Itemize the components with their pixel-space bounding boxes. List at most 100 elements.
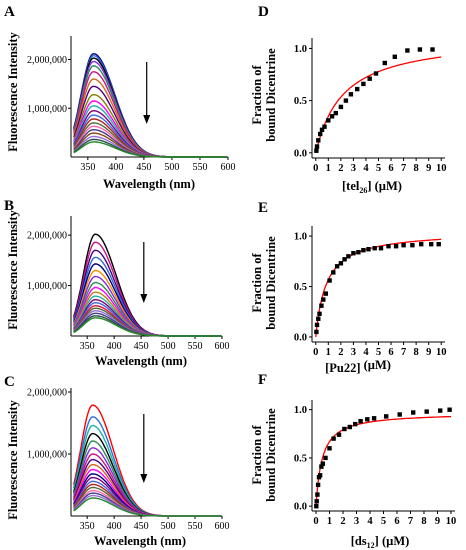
data-point — [317, 473, 323, 478]
x-tick-label: 550 — [192, 162, 207, 173]
x-tick-label: 6 — [394, 516, 399, 527]
data-point — [333, 110, 338, 116]
data-point — [323, 455, 328, 461]
data-point — [338, 261, 344, 266]
x-tick-label: 400 — [107, 341, 122, 352]
x-axis-title: [tel26] (µM) — [342, 179, 402, 195]
panel-label-f: F — [258, 372, 267, 388]
x-tick-label: 3 — [351, 163, 356, 174]
data-point — [353, 421, 358, 427]
data-point — [384, 414, 389, 419]
panel-label-d: D — [258, 4, 269, 20]
spectrum-panel-a: Fluorescence Intensity Wavelength (nm) 3… — [6, 31, 236, 191]
data-point — [424, 409, 429, 414]
y-axis-title-line1: Fraction of — [250, 424, 264, 484]
y-tick-label: 1.0 — [294, 44, 307, 55]
data-point — [411, 410, 416, 415]
x-tick-label: 9 — [426, 347, 431, 358]
y-tick-label: 0.5 — [294, 282, 307, 293]
data-point — [378, 246, 384, 251]
data-point — [351, 251, 356, 256]
spectrum-curve — [73, 93, 227, 158]
down-arrow-head — [140, 474, 148, 483]
down-arrow-head — [143, 115, 151, 124]
data-point — [392, 54, 397, 59]
data-point — [319, 464, 324, 469]
y-tick-label: 1,000,000 — [27, 281, 67, 292]
y-axis-title-line2: bound Dicentrine — [264, 236, 278, 330]
y-tick-label: 1,000,000 — [27, 450, 67, 461]
data-point — [327, 446, 332, 451]
y-tick-label: 0.5 — [294, 96, 307, 107]
x-tick-label: 600 — [215, 521, 230, 532]
y-tick-label: 0.0 — [294, 502, 307, 513]
fit-curve — [315, 415, 451, 507]
x-tick-label: 1 — [326, 163, 331, 174]
x-tick-label: 2 — [338, 163, 343, 174]
data-point — [318, 131, 323, 137]
data-point — [323, 291, 328, 296]
x-tick-label: 0 — [313, 347, 318, 358]
y-tick-label: 0.0 — [294, 332, 307, 343]
spectrum-curve — [73, 497, 221, 517]
data-point — [361, 248, 366, 253]
data-point — [438, 408, 443, 413]
x-tick-label: 0 — [313, 516, 318, 527]
x-tick-label: 1 — [327, 516, 332, 527]
data-point — [327, 278, 332, 283]
data-point — [371, 416, 377, 421]
data-point — [447, 407, 452, 412]
y-axis-title: Fluorescence Intensity — [6, 399, 20, 519]
spectrum-curve — [73, 233, 221, 337]
spectrum-curve — [73, 241, 221, 337]
x-tick-label: 500 — [161, 341, 176, 352]
data-point — [342, 257, 347, 262]
x-tick-label: 5 — [381, 516, 386, 527]
spectrum-curve — [73, 105, 227, 158]
spectrum-curve — [73, 416, 221, 517]
y-axis-title: Fluorescence Intensity — [6, 209, 20, 329]
x-tick-label: 550 — [188, 521, 203, 532]
x-tick-label: 350 — [80, 162, 95, 173]
x-tick-label: 2 — [340, 516, 345, 527]
y-tick-label: 0.5 — [294, 453, 307, 464]
panel-label-a: A — [4, 4, 15, 20]
data-point — [314, 322, 320, 328]
x-tick-label: 550 — [188, 341, 203, 352]
x-tick-label: 4 — [363, 163, 369, 174]
x-tick-label: 1 — [326, 347, 331, 358]
data-point — [317, 311, 322, 316]
x-tick-label: 9 — [435, 516, 440, 527]
x-tick-label: 4 — [363, 347, 369, 358]
down-arrow-head — [140, 294, 148, 303]
data-point — [322, 124, 327, 129]
x-tick-label: 8 — [414, 347, 419, 358]
data-point — [329, 114, 335, 119]
data-point — [393, 244, 399, 249]
spectrum-curve — [73, 78, 227, 158]
x-tick-label: 5 — [376, 163, 381, 174]
y-axis-title-line1: Fraction of — [250, 64, 264, 124]
spectrum-curve — [73, 281, 221, 337]
data-point — [319, 127, 325, 132]
x-tick-label: 450 — [134, 341, 149, 352]
data-point — [356, 250, 361, 255]
spectrum-panel-b: Fluorescence Intensity Wavelength (nm) 3… — [6, 209, 230, 368]
y-axis-title-line1: Fraction of — [250, 252, 264, 312]
spectrum-curve — [73, 114, 227, 158]
y-axis-title-line2: bound Dicentrine — [264, 48, 278, 142]
x-tick-label: 5 — [376, 347, 381, 358]
data-point — [346, 254, 351, 259]
x-tick-label: 8 — [421, 516, 426, 527]
spectrum-curve — [73, 473, 221, 517]
x-tick-label: 500 — [161, 521, 176, 532]
x-tick-label: 6 — [388, 347, 393, 358]
data-point — [336, 432, 342, 437]
data-point — [417, 47, 423, 52]
binding-panel-f: Fraction of bound Dicentrine [ds12] (µM)… — [250, 400, 456, 550]
data-point — [314, 329, 319, 335]
x-axis-title: Wavelength (nm) — [103, 177, 195, 191]
data-point — [314, 148, 319, 153]
y-tick-label: 1,000,000 — [27, 104, 67, 115]
